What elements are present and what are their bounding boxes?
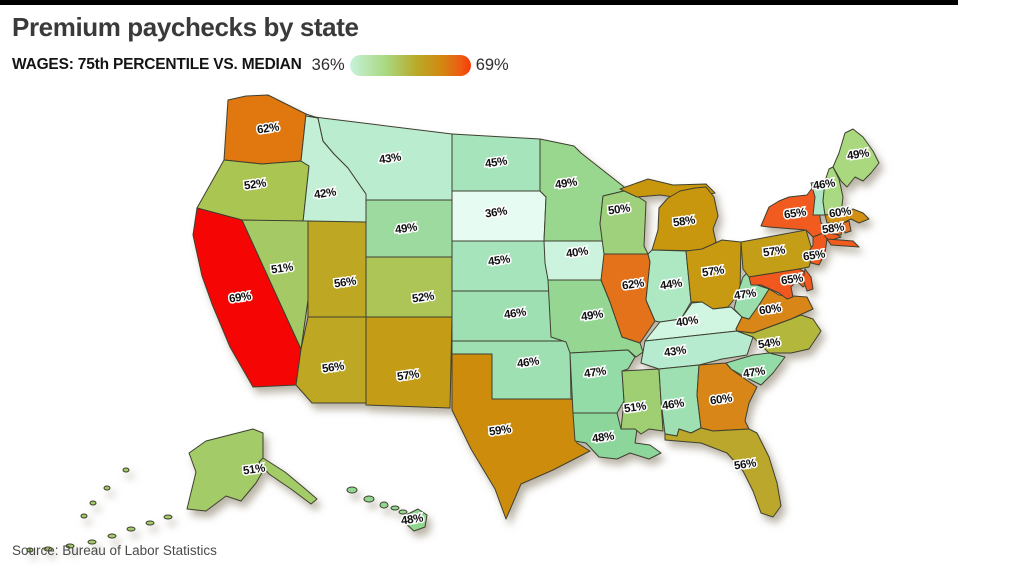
state-AK-island [145, 520, 155, 526]
state-value-label-WA: 62% [256, 121, 280, 136]
state-AK-island [65, 543, 75, 549]
state-AK [258, 457, 318, 505]
state-value-label-NC: 54% [757, 336, 781, 351]
state-PA [740, 229, 814, 278]
state-value-label-VT: 46% [812, 177, 836, 192]
state-value-label-IL: 62% [621, 277, 645, 292]
state-value-label-WI: 50% [607, 202, 631, 217]
state-value-label-NE: 45% [487, 253, 511, 268]
state-AK-island [80, 513, 88, 519]
state-HI-island [398, 509, 408, 515]
chart-subtitle: WAGES: 75th PERCENTILE VS. MEDIAN [12, 56, 302, 73]
state-AK-island [43, 546, 53, 552]
state-WI [599, 189, 649, 255]
state-value-label-MS: 51% [623, 400, 647, 415]
state-value-label-OR: 52% [243, 177, 267, 192]
state-value-label-WY: 49% [394, 221, 418, 236]
state-SC [725, 352, 786, 386]
state-NY [826, 238, 860, 248]
state-value-label-NY: 65% [783, 206, 807, 221]
state-NJ [808, 232, 828, 266]
state-HI-island [363, 495, 375, 503]
state-HI [404, 508, 428, 532]
state-UT [307, 220, 367, 318]
state-AK-island [103, 485, 111, 491]
state-value-label-ID: 42% [313, 186, 337, 201]
state-value-label-IN: 44% [659, 277, 683, 292]
state-value-label-MN: 49% [554, 176, 578, 191]
subtitle-row: WAGES: 75th PERCENTILE VS. MEDIAN 36% 69… [12, 53, 509, 77]
state-ME [832, 128, 880, 188]
state-CT [824, 222, 844, 236]
state-value-label-LA: 48% [591, 430, 615, 445]
state-value-label-PA: 57% [762, 244, 786, 259]
state-FL [664, 427, 782, 518]
state-value-label-ND: 45% [484, 155, 508, 170]
state-AK-island [126, 526, 136, 532]
state-AK-island [122, 467, 130, 473]
state-value-label-AR: 47% [583, 365, 607, 380]
state-value-label-SD: 36% [484, 205, 508, 220]
page-title: Premium paychecks by state [12, 12, 359, 42]
state-value-label-MD: 65% [780, 272, 804, 287]
state-value-label-AZ: 56% [321, 360, 345, 375]
state-NM [365, 316, 453, 409]
state-value-label-AK: 51% [242, 462, 266, 477]
state-value-label-TX: 59% [488, 423, 512, 438]
state-value-label-IA: 40% [565, 245, 589, 260]
state-value-label-MA: 60% [828, 205, 852, 220]
state-DE [802, 268, 814, 292]
state-AK-island [87, 539, 97, 545]
legend-gradient-bar [349, 54, 471, 76]
state-AK-island [89, 500, 97, 506]
state-CO [365, 256, 453, 318]
state-value-label-CT: 58% [821, 221, 845, 236]
state-value-label-AL: 46% [661, 397, 685, 412]
state-HI-island [390, 505, 400, 511]
state-value-label-NV: 51% [270, 261, 294, 276]
state-value-label-CA: 69% [228, 290, 252, 305]
state-value-label-TN: 43% [663, 344, 687, 359]
state-value-label-MO: 49% [580, 308, 604, 323]
top-accent-bar [0, 0, 958, 5]
state-NH [822, 166, 844, 216]
state-HI-island [346, 486, 358, 494]
state-value-label-OH: 57% [701, 264, 725, 279]
state-value-label-GA: 60% [709, 392, 733, 407]
legend-max-label: 69% [475, 55, 509, 74]
state-value-label-OK: 46% [516, 355, 540, 370]
state-value-label-NJ: 65% [802, 248, 826, 263]
state-AK-island [107, 533, 117, 539]
state-TX [451, 353, 591, 520]
state-AK [186, 428, 264, 512]
state-OH [685, 239, 742, 310]
legend-min-label: 36% [311, 55, 345, 74]
state-value-label-UT: 56% [333, 275, 357, 290]
color-scale-legend: 36% 69% [311, 54, 509, 76]
state-MI [651, 186, 719, 252]
state-value-label-VA: 60% [758, 302, 782, 317]
state-value-label-MI: 58% [672, 214, 696, 229]
state-value-label-ME: 49% [846, 147, 870, 162]
state-value-label-KS: 46% [503, 306, 527, 321]
state-AZ [295, 316, 367, 404]
state-value-label-CO: 52% [411, 290, 435, 305]
state-AK-island [26, 547, 34, 553]
state-AK-island [163, 514, 173, 520]
state-RI [842, 220, 852, 234]
state-value-label-SC: 47% [742, 365, 766, 380]
state-value-label-WV: 47% [733, 287, 757, 302]
state-value-label-KY: 40% [675, 314, 699, 329]
source-attribution: Source: Bureau of Labor Statistics [12, 543, 217, 558]
state-value-label-NM: 57% [396, 368, 420, 383]
state-value-label-MT: 43% [378, 151, 402, 166]
state-value-label-HI: 48% [400, 512, 424, 527]
state-HI-island [379, 501, 389, 509]
state-value-label-FL: 56% [733, 457, 757, 472]
